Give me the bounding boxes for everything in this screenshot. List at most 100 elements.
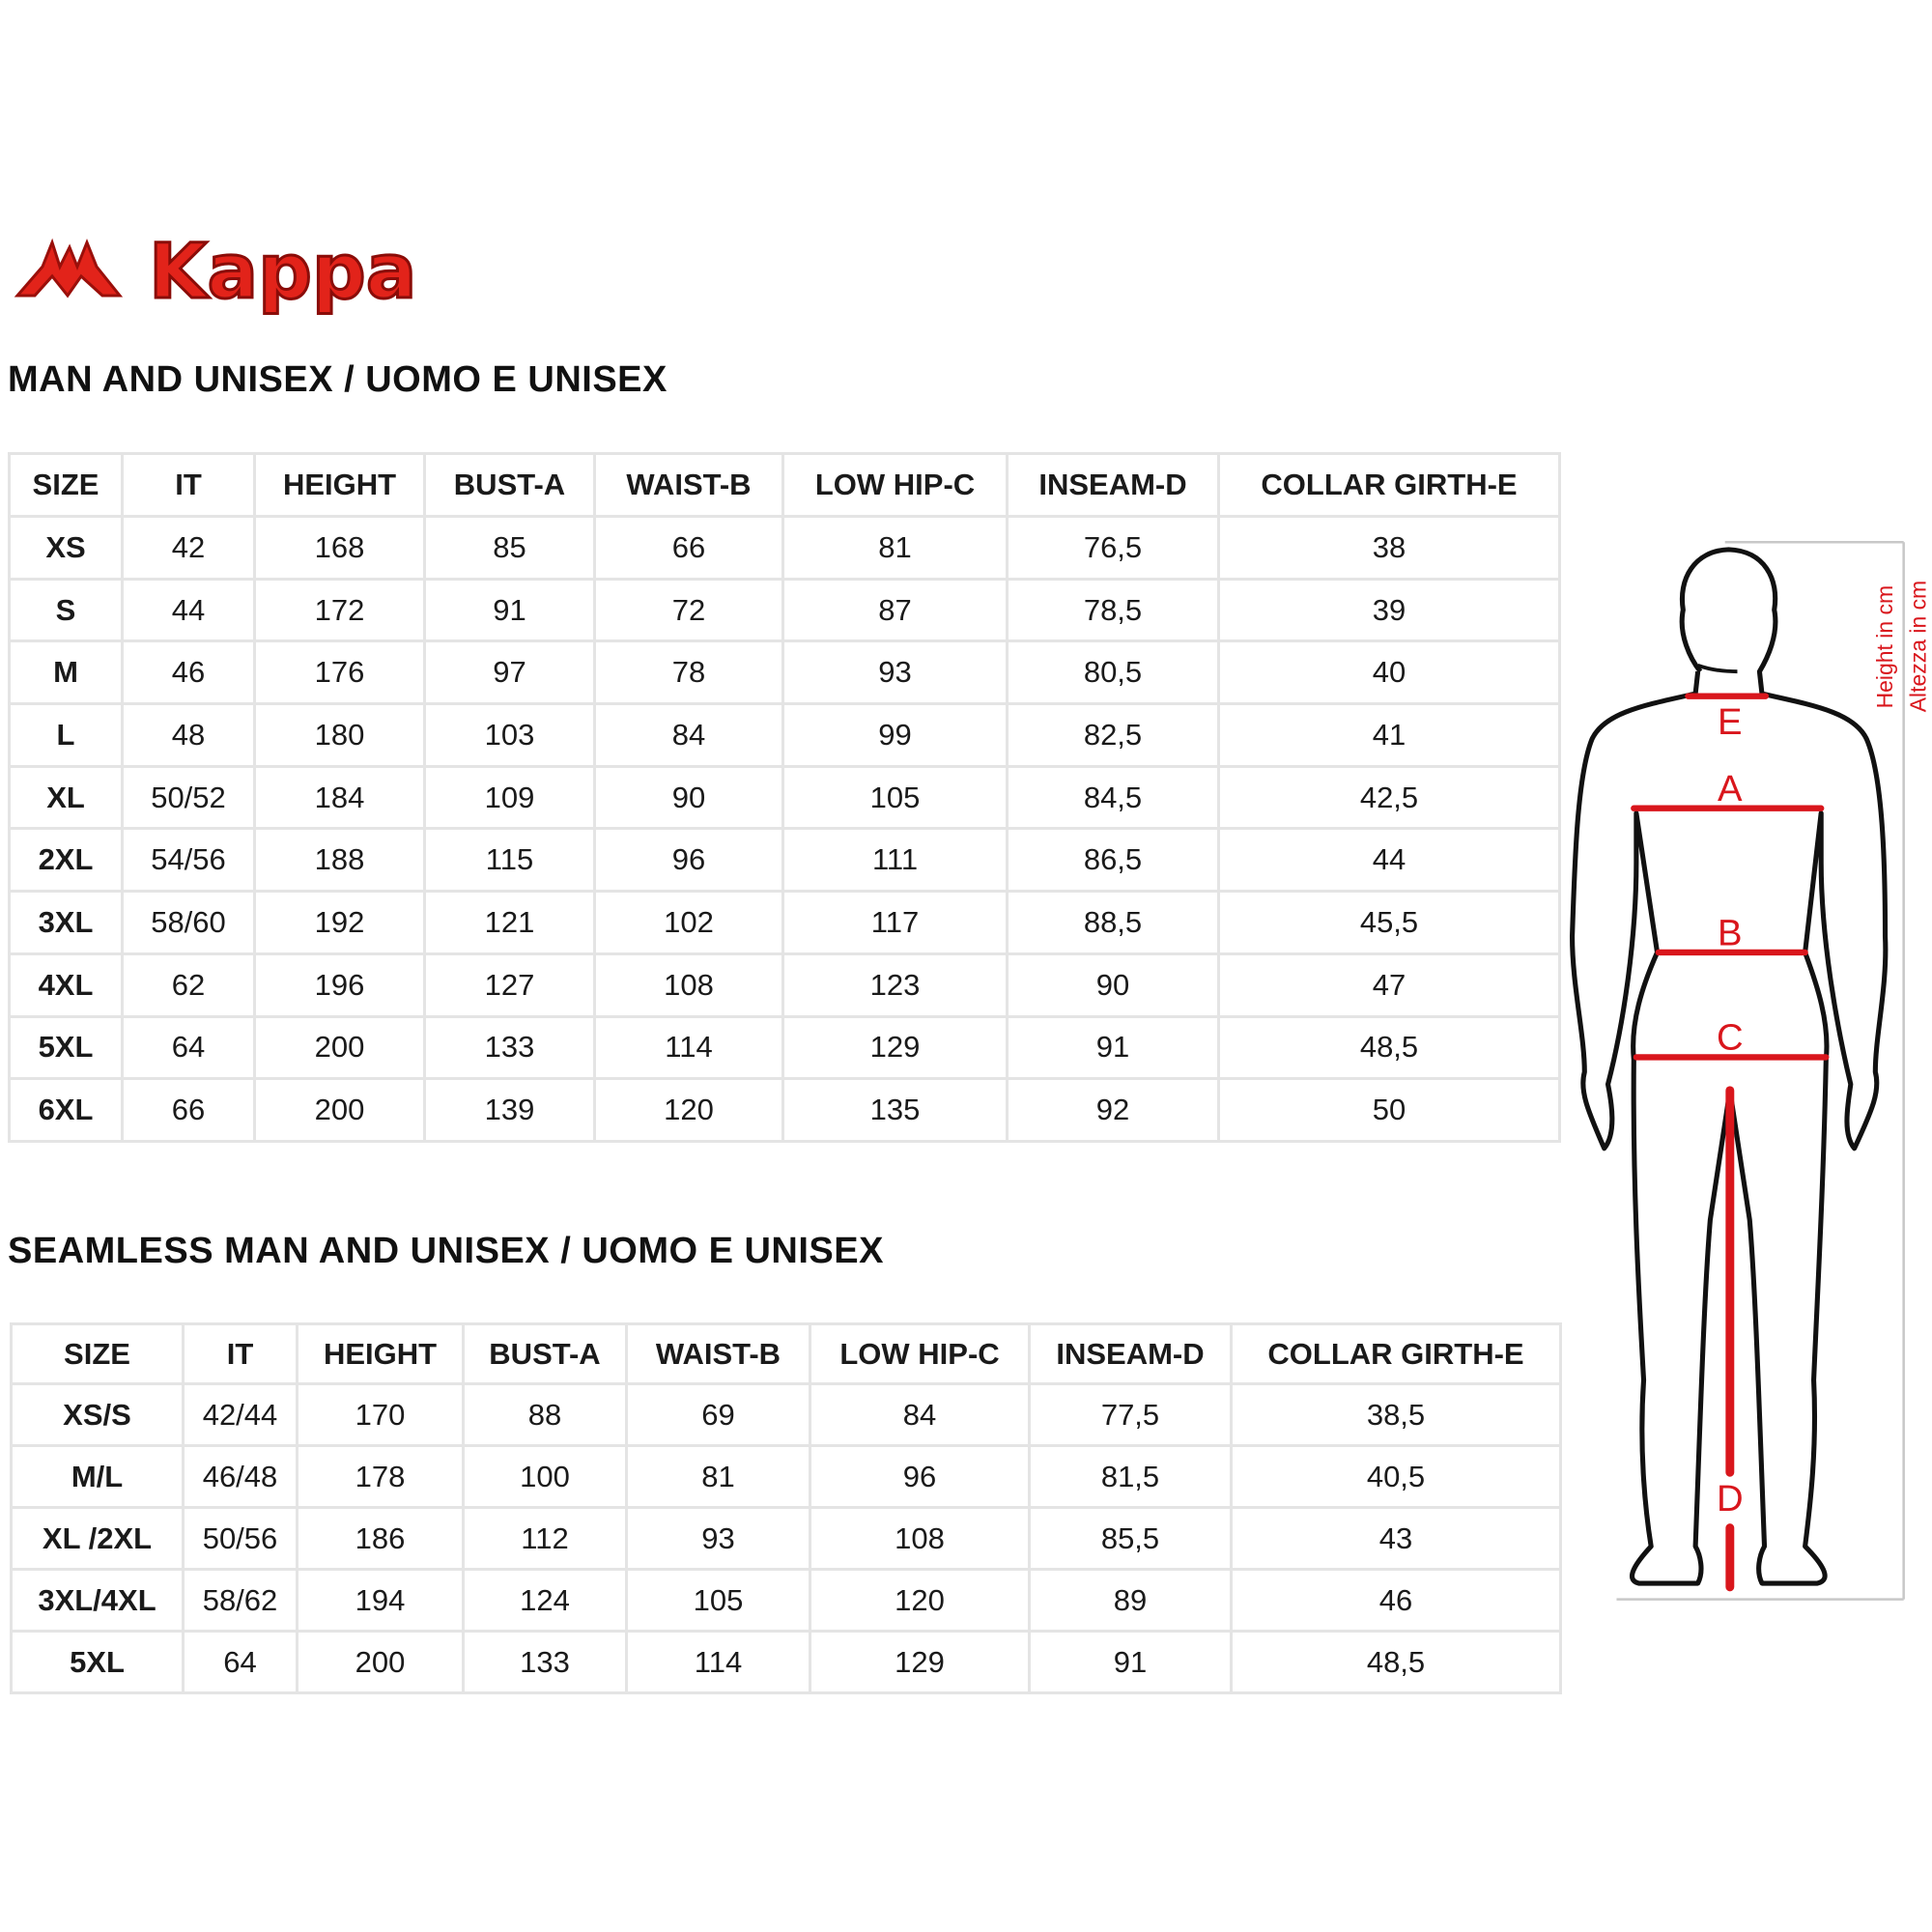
column-header: LOW HIP-C (809, 1322, 1031, 1385)
value-cell: 64 (121, 1014, 256, 1081)
value-cell: 46/48 (182, 1444, 298, 1509)
height-label-it: Altezza in cm (1906, 581, 1931, 712)
value-cell: 46 (1230, 1568, 1562, 1633)
size-cell: L (8, 702, 124, 768)
value-cell: 90 (593, 764, 784, 831)
value-cell: 111 (781, 827, 1009, 894)
value-cell: 102 (593, 890, 784, 955)
value-cell: 46 (121, 639, 256, 706)
column-header: COLLAR GIRTH-E (1217, 452, 1561, 518)
value-cell: 50/56 (182, 1506, 298, 1571)
table-row: S 44 172 91 72 87 78,5 39 (8, 577, 1561, 643)
value-cell: 114 (625, 1630, 811, 1694)
column-header: INSEAM-D (1006, 452, 1220, 518)
size-cell: 5XL (8, 1014, 124, 1081)
value-cell: 38 (1217, 515, 1561, 581)
value-cell: 78 (593, 639, 784, 706)
table-row: 4XL 62 196 127 108 123 90 47 (8, 952, 1561, 1018)
size-table-seamless: SIZE IT HEIGHT BUST-A WAIST-B LOW HIP-C INSEAM… (10, 1322, 1562, 1694)
value-cell: 108 (809, 1506, 1031, 1571)
value-cell: 91 (423, 577, 596, 643)
size-cell: M (8, 639, 124, 706)
value-cell: 64 (182, 1630, 298, 1694)
table-row: M/L 46/48 178 100 81 96 81,5 40,5 (10, 1444, 1562, 1509)
column-header: BUST-A (423, 452, 596, 518)
value-cell: 85,5 (1028, 1506, 1233, 1571)
header-row: SIZE IT HEIGHT BUST-A WAIST-B LOW HIP-C INSEAM… (8, 452, 1561, 518)
column-header: HEIGHT (296, 1322, 465, 1385)
table-row: 5XL 64 200 133 114 129 91 48,5 (8, 1014, 1561, 1081)
value-cell: 81,5 (1028, 1444, 1233, 1509)
column-header: IT (121, 452, 256, 518)
size-cell: M/L (10, 1444, 185, 1509)
value-cell: 80,5 (1006, 639, 1220, 706)
value-cell: 76,5 (1006, 515, 1220, 581)
value-cell: 121 (423, 890, 596, 955)
value-cell: 77,5 (1028, 1382, 1233, 1447)
value-cell: 139 (423, 1077, 596, 1143)
value-cell: 109 (423, 764, 596, 831)
column-header: IT (182, 1322, 298, 1385)
label-a: A (1718, 768, 1743, 810)
svg-text:Kappa: Kappa (149, 229, 416, 316)
size-cell: 3XL/4XL (10, 1568, 185, 1633)
value-cell: 41 (1217, 702, 1561, 768)
value-cell: 48 (121, 702, 256, 768)
value-cell: 133 (462, 1630, 628, 1694)
value-cell: 81 (781, 515, 1009, 581)
kappa-omini-icon (14, 238, 124, 298)
value-cell: 72 (593, 577, 784, 643)
column-header: SIZE (10, 1322, 185, 1385)
value-cell: 188 (253, 827, 426, 894)
value-cell: 184 (253, 764, 426, 831)
value-cell: 117 (781, 890, 1009, 955)
size-cell: 6XL (8, 1077, 124, 1143)
value-cell: 48,5 (1230, 1630, 1562, 1694)
value-cell: 47 (1217, 952, 1561, 1018)
value-cell: 90 (1006, 952, 1220, 1018)
value-cell: 82,5 (1006, 702, 1220, 768)
value-cell: 91 (1028, 1630, 1233, 1694)
value-cell: 192 (253, 890, 426, 955)
value-cell: 129 (781, 1014, 1009, 1081)
value-cell: 62 (121, 952, 256, 1018)
value-cell: 69 (625, 1382, 811, 1447)
value-cell: 120 (593, 1077, 784, 1143)
value-cell: 40,5 (1230, 1444, 1562, 1509)
value-cell: 96 (809, 1444, 1031, 1509)
value-cell: 123 (781, 952, 1009, 1018)
value-cell: 54/56 (121, 827, 256, 894)
size-cell: 2XL (8, 827, 124, 894)
value-cell: 88 (462, 1382, 628, 1447)
value-cell: 48,5 (1217, 1014, 1561, 1081)
table-row: XS/S 42/44 170 88 69 84 77,5 38,5 (10, 1382, 1562, 1447)
value-cell: 88,5 (1006, 890, 1220, 955)
value-cell: 115 (423, 827, 596, 894)
table-row: L 48 180 103 84 99 82,5 41 (8, 702, 1561, 768)
label-c: C (1717, 1017, 1744, 1059)
value-cell: 172 (253, 577, 426, 643)
size-cell: 3XL (8, 890, 124, 955)
column-header: LOW HIP-C (781, 452, 1009, 518)
value-cell: 86,5 (1006, 827, 1220, 894)
value-cell: 196 (253, 952, 426, 1018)
table-row: 5XL 64 200 133 114 129 91 48,5 (10, 1630, 1562, 1694)
value-cell: 93 (625, 1506, 811, 1571)
value-cell: 176 (253, 639, 426, 706)
value-cell: 178 (296, 1444, 465, 1509)
column-header: INSEAM-D (1028, 1322, 1233, 1385)
value-cell: 105 (625, 1568, 811, 1633)
label-d: D (1717, 1478, 1744, 1520)
value-cell: 84,5 (1006, 764, 1220, 831)
value-cell: 85 (423, 515, 596, 581)
value-cell: 78,5 (1006, 577, 1220, 643)
value-cell: 66 (121, 1077, 256, 1143)
label-e: E (1718, 701, 1743, 743)
value-cell: 112 (462, 1506, 628, 1571)
table-row: XL /2XL 50/56 186 112 93 108 85,5 43 (10, 1506, 1562, 1571)
value-cell: 40 (1217, 639, 1561, 706)
value-cell: 200 (253, 1014, 426, 1081)
value-cell: 100 (462, 1444, 628, 1509)
value-cell: 180 (253, 702, 426, 768)
size-cell: XS (8, 515, 124, 581)
